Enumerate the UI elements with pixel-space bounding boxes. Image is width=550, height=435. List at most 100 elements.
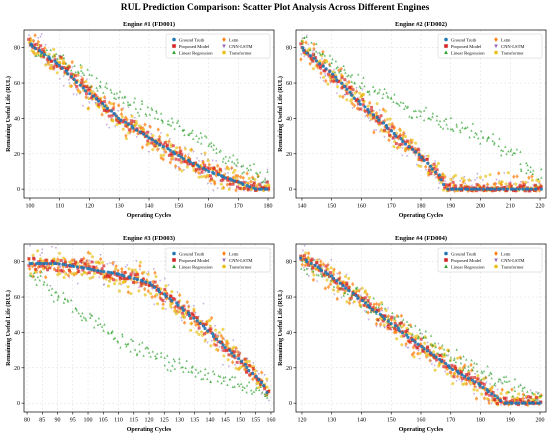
data-point-proposed	[159, 297, 163, 301]
data-point-proposed	[508, 182, 512, 186]
data-point-linear	[422, 118, 426, 122]
data-point-transformer	[203, 339, 207, 343]
data-point-proposed	[84, 264, 88, 268]
data-point-transformer	[537, 179, 541, 183]
data-point-cnn	[162, 151, 166, 154]
data-point-linear	[499, 378, 502, 381]
data-point-lstm	[145, 278, 149, 283]
data-point-transformer	[453, 372, 457, 376]
data-point-proposed	[534, 401, 538, 405]
data-point-linear	[169, 369, 173, 372]
data-point-linear	[481, 371, 484, 375]
data-point-proposed	[333, 280, 337, 284]
data-point-gt	[341, 284, 345, 288]
data-point-cnn	[345, 80, 349, 84]
data-point-linear	[343, 291, 347, 294]
data-point-lstm	[259, 370, 264, 375]
data-point-gt	[437, 357, 442, 361]
data-point-gt	[54, 261, 58, 266]
data-point-gt	[152, 285, 157, 289]
data-point-linear	[424, 106, 428, 109]
data-point-cnn	[367, 117, 370, 120]
data-point-lstm	[390, 121, 395, 127]
data-point-transformer	[346, 276, 351, 280]
data-point-proposed	[233, 356, 237, 360]
data-point-lstm	[56, 257, 60, 262]
data-point-transformer	[55, 71, 59, 75]
data-point-gt	[400, 331, 404, 335]
data-point-transformer	[127, 267, 131, 271]
data-point-proposed	[225, 178, 229, 182]
data-point-linear	[398, 104, 401, 107]
data-point-cnn	[490, 402, 493, 405]
data-point-linear	[194, 368, 198, 371]
data-point-lstm	[377, 302, 381, 307]
data-point-gt	[477, 187, 481, 191]
subplot-4: 120 130 140 150 160 170 180 190 200020406080Engi…	[277, 235, 547, 433]
data-point-proposed	[209, 174, 213, 178]
data-point-linear	[53, 54, 56, 57]
data-point-linear	[321, 52, 324, 55]
data-point-lstm	[164, 149, 168, 155]
figure-suptitle: RUL Prediction Comparison: Scatter Plot …	[120, 3, 430, 13]
data-point-transformer	[192, 307, 196, 311]
data-point-cnn	[136, 282, 140, 285]
data-point-proposed	[443, 186, 447, 190]
data-point-cnn	[187, 304, 190, 307]
data-point-proposed	[478, 385, 482, 389]
data-point-linear	[417, 109, 421, 112]
data-point-proposed	[85, 92, 89, 96]
data-point-proposed	[495, 186, 499, 190]
data-point-cnn	[163, 277, 167, 281]
data-point-cnn	[321, 272, 325, 275]
data-point-proposed	[139, 284, 143, 288]
data-point-cnn	[203, 154, 207, 157]
data-point-lstm	[251, 377, 255, 382]
data-point-proposed	[159, 141, 163, 145]
data-point-linear	[329, 279, 332, 282]
data-point-proposed	[102, 109, 106, 113]
data-point-transformer	[517, 392, 521, 396]
data-point-proposed	[500, 400, 504, 404]
data-point-linear	[303, 268, 306, 271]
data-point-cnn	[137, 286, 140, 289]
data-point-transformer	[118, 281, 122, 285]
data-point-linear	[504, 375, 508, 378]
data-point-gt	[144, 280, 148, 284]
data-point-linear	[228, 377, 232, 381]
data-point-cnn	[210, 182, 213, 186]
data-point-linear	[116, 341, 120, 344]
y-axis-label: Remaining Useful Life (RUL)	[277, 76, 284, 152]
data-point-cnn	[232, 339, 235, 342]
data-point-cnn	[430, 363, 434, 366]
data-point-linear	[77, 311, 80, 315]
data-point-proposed	[215, 169, 219, 173]
data-point-transformer	[209, 344, 213, 348]
data-point-linear	[173, 367, 177, 370]
data-point-cnn	[378, 109, 381, 112]
data-point-linear	[119, 346, 122, 349]
data-point-gt	[201, 324, 206, 328]
data-point-transformer	[375, 101, 379, 106]
data-point-linear	[445, 353, 448, 357]
data-point-gt	[314, 59, 319, 63]
data-point-transformer	[312, 273, 316, 277]
data-point-lstm	[201, 159, 205, 164]
legend-marker	[172, 251, 176, 256]
data-point-linear	[39, 274, 42, 277]
data-point-cnn	[418, 357, 421, 361]
data-point-proposed	[403, 140, 407, 144]
data-point-gt	[78, 83, 82, 87]
data-point-cnn	[425, 169, 428, 172]
data-point-linear	[486, 137, 489, 140]
data-point-gt	[405, 333, 409, 337]
data-point-cnn	[68, 276, 71, 279]
data-point-proposed	[452, 375, 456, 379]
data-point-gt	[201, 166, 206, 170]
data-point-linear	[455, 123, 458, 126]
data-point-cnn	[383, 326, 386, 329]
data-point-proposed	[482, 184, 486, 188]
data-point-lstm	[308, 61, 312, 66]
data-point-transformer	[304, 251, 308, 255]
data-point-cnn	[405, 155, 409, 158]
